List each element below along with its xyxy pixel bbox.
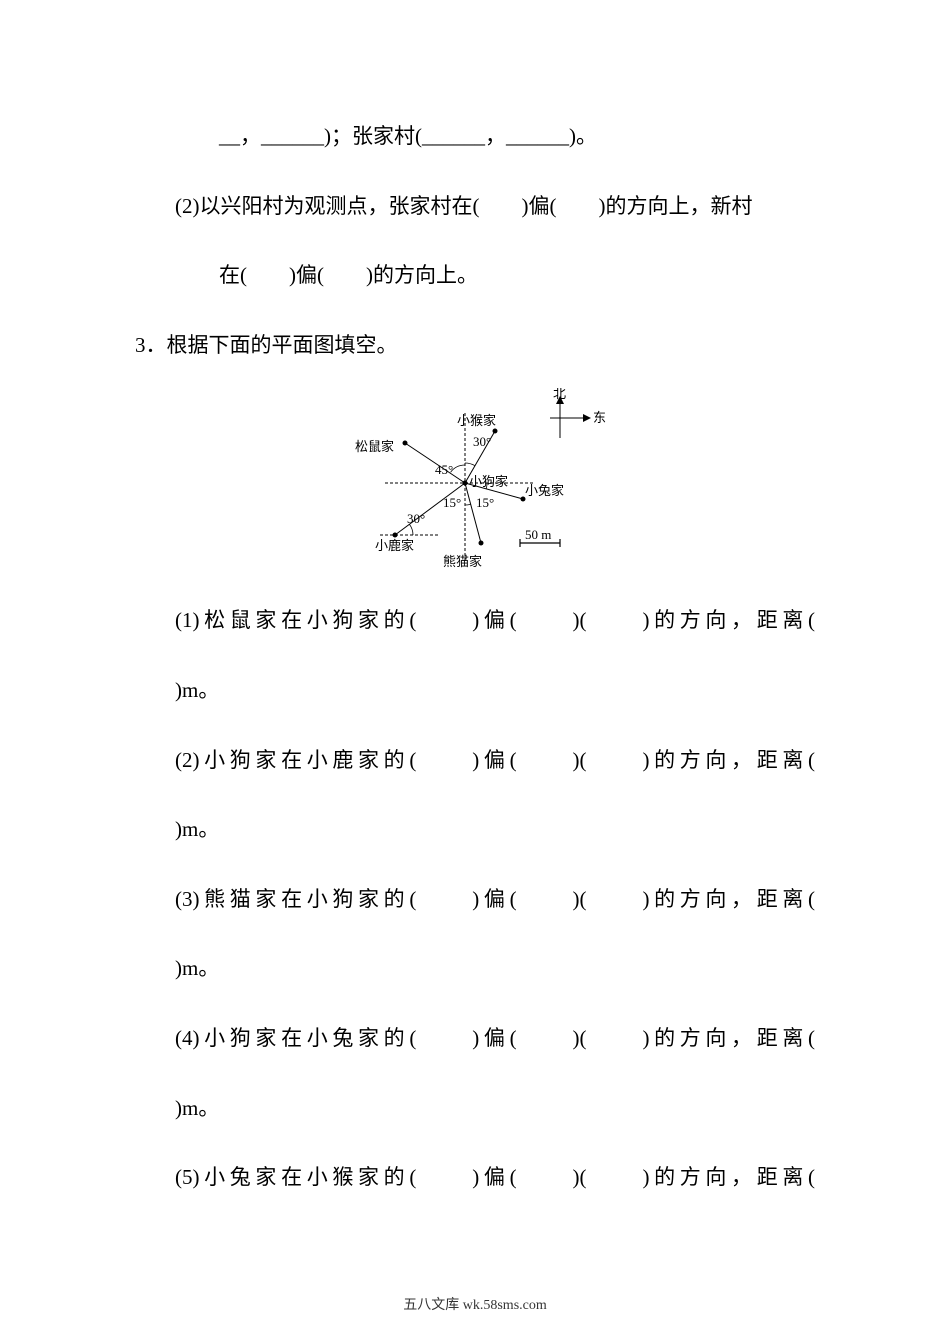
label-dog: 小狗家 xyxy=(469,474,508,489)
label-a30b: 30° xyxy=(407,511,425,526)
point-dog xyxy=(463,481,468,486)
arc-15-panda xyxy=(465,505,471,506)
plan-diagram: 北 东 xyxy=(325,388,625,578)
label-a15a: 15° xyxy=(443,495,461,510)
point-monkey xyxy=(493,429,498,434)
label-squirrel: 松鼠家 xyxy=(355,439,394,454)
label-scale: 50 m xyxy=(525,527,551,542)
text-line: )m。 xyxy=(135,1092,815,1126)
label-rabbit: 小兔家 xyxy=(525,483,564,498)
text-line: )m。 xyxy=(135,813,815,847)
label-east: 东 xyxy=(593,410,606,425)
point-squirrel xyxy=(403,441,408,446)
label-north: 北 xyxy=(553,388,566,401)
arc-30-monkey xyxy=(465,463,475,466)
text-line: )m。 xyxy=(135,674,815,708)
text-line: __，______)；张家村(______，______)。 xyxy=(135,120,815,154)
diagram-container: 北 东 xyxy=(135,388,815,578)
text-line: (2)小狗家在小鹿家的( )偏( )( )的方向，距离( xyxy=(135,744,815,778)
text-line: (3)熊猫家在小狗家的( )偏( )( )的方向，距离( xyxy=(135,883,815,917)
label-a15b: 15° xyxy=(476,495,494,510)
compass-icon: 北 东 xyxy=(550,388,606,438)
page: __，______)；张家村(______，______)。 (2)以兴阳村为观… xyxy=(0,0,950,1344)
label-panda: 熊猫家 xyxy=(443,554,482,569)
text-line: )m。 xyxy=(135,952,815,986)
label-deer: 小鹿家 xyxy=(375,538,414,553)
footer-text: 五八文库 wk.58sms.com xyxy=(0,1294,950,1314)
label-monkey: 小猴家 xyxy=(457,413,496,428)
text-line: (5)小兔家在小猴家的( )偏( )( )的方向，距离( xyxy=(135,1161,815,1195)
question-heading: 3．根据下面的平面图填空。 xyxy=(135,329,815,363)
point-deer xyxy=(393,533,398,538)
label-a45: 45° xyxy=(435,462,453,477)
text-line: 在( )偏( )的方向上。 xyxy=(135,259,815,293)
text-line: (1)松鼠家在小狗家的( )偏( )( )的方向，距离( xyxy=(135,604,815,638)
text-line: (4)小狗家在小兔家的( )偏( )( )的方向，距离( xyxy=(135,1022,815,1056)
text-line: (2)以兴阳村为观测点，张家村在( )偏( )的方向上，新村 xyxy=(135,190,815,224)
line-panda xyxy=(465,483,481,543)
point-panda xyxy=(479,541,484,546)
label-a30: 30° xyxy=(473,434,491,449)
